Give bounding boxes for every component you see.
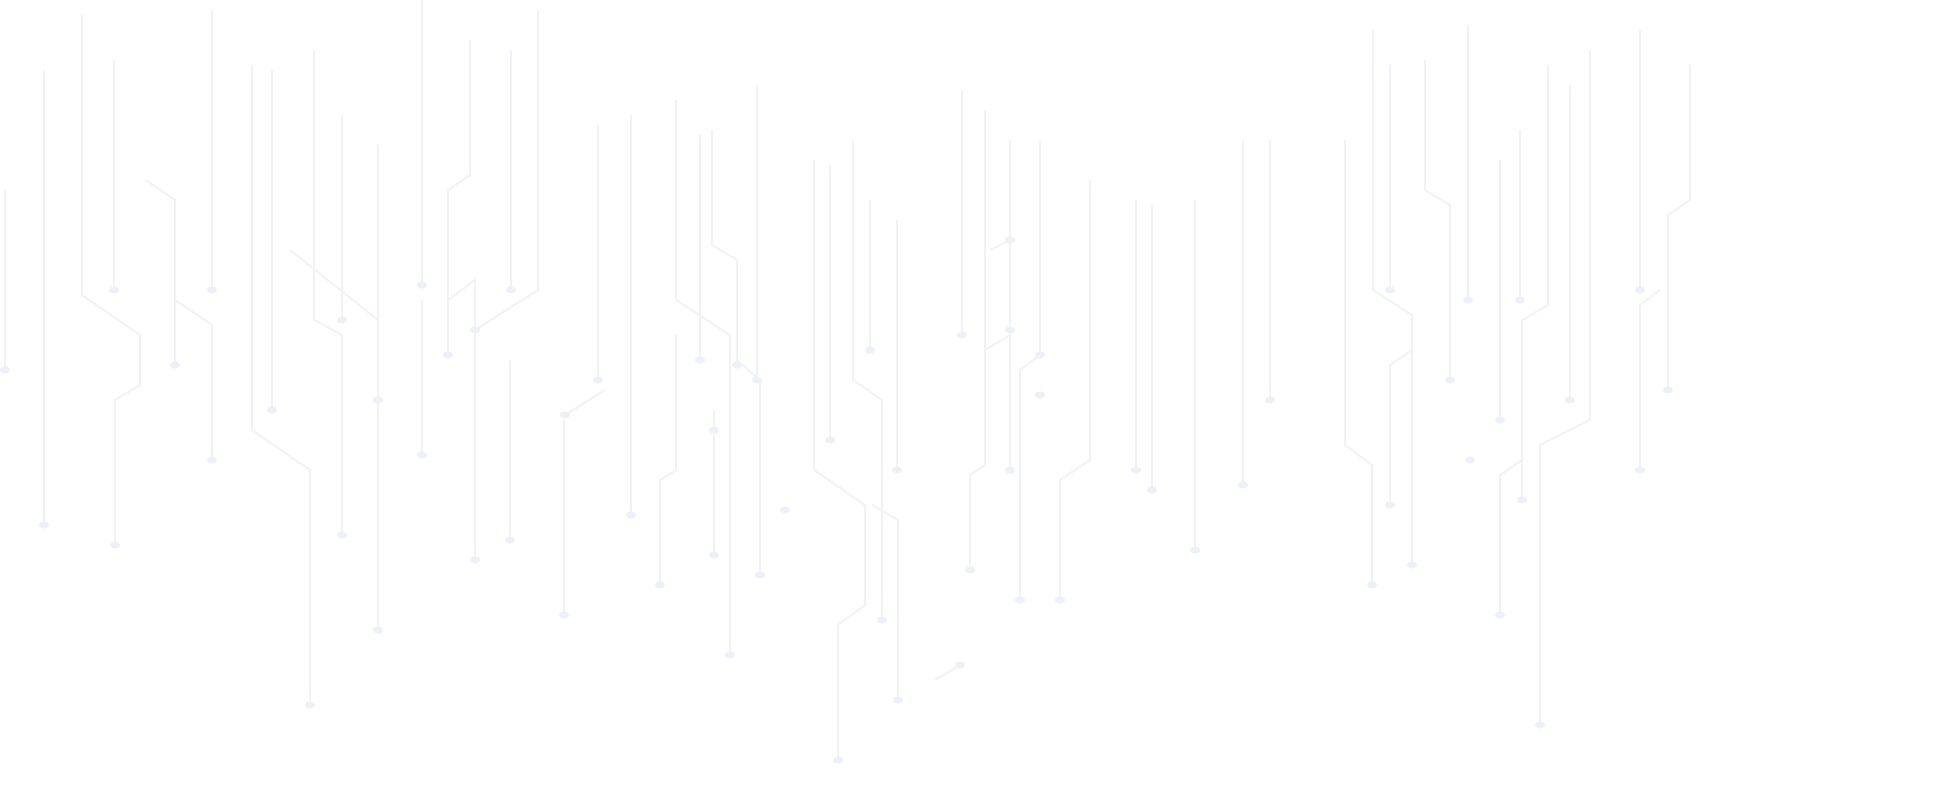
circuit-node xyxy=(470,326,480,334)
circuit-trace xyxy=(969,110,986,570)
circuit-node xyxy=(1495,611,1505,619)
circuit-node xyxy=(892,466,902,474)
circuit-node xyxy=(1463,296,1473,304)
circuit-node xyxy=(1005,326,1015,334)
circuit-node xyxy=(560,411,570,419)
circuit-trace xyxy=(145,179,176,365)
circuit-node xyxy=(1517,496,1527,504)
circuit-node xyxy=(655,581,665,589)
circuit-node xyxy=(417,281,427,289)
circuit-node xyxy=(110,541,120,549)
circuit-node xyxy=(1407,561,1417,569)
circuit-trace xyxy=(1344,140,1373,585)
circuit-trace xyxy=(852,140,883,620)
circuit-node xyxy=(109,286,119,294)
circuit-node xyxy=(1015,596,1025,604)
circuit-node xyxy=(1663,386,1673,394)
circuit-trace xyxy=(1539,50,1591,725)
circuit-node xyxy=(626,511,636,519)
circuit-trace xyxy=(474,10,539,331)
circuit-node xyxy=(1635,286,1645,294)
circuit-node xyxy=(1265,396,1275,404)
circuit-trace xyxy=(174,299,213,460)
circuit-node xyxy=(1565,396,1575,404)
circuit-node xyxy=(506,286,516,294)
circuit-node xyxy=(1635,466,1645,474)
circuit-node xyxy=(877,616,887,624)
circuit-node xyxy=(1385,501,1395,509)
circuit-node xyxy=(755,571,765,579)
circuit-trace xyxy=(1019,354,1041,600)
circuit-node xyxy=(0,366,10,374)
circuit-trace xyxy=(1424,60,1451,380)
circuit-node xyxy=(1131,466,1141,474)
circuit-node xyxy=(695,356,705,364)
circuit-trace xyxy=(1059,180,1091,600)
circuit-node xyxy=(505,536,515,544)
circuit-node xyxy=(725,651,735,659)
circuit-node xyxy=(373,626,383,634)
circuit-node xyxy=(443,351,453,359)
circuit-trace xyxy=(447,278,476,560)
circuit-trace xyxy=(1389,349,1413,505)
circuit-node xyxy=(780,506,790,514)
circuit-trace xyxy=(1499,459,1523,615)
circuit-node xyxy=(39,521,49,529)
circuit-node xyxy=(170,361,180,369)
circuit-trace xyxy=(1639,289,1661,470)
circuit-node xyxy=(1385,286,1395,294)
circuit-node xyxy=(1055,596,1065,604)
circuit-node xyxy=(1005,466,1015,474)
circuit-trace xyxy=(934,664,961,681)
circuit-trace xyxy=(711,130,738,365)
circuit-node xyxy=(709,426,719,434)
circuit-node xyxy=(1445,376,1455,384)
circuit-trace xyxy=(736,359,761,575)
circuit-trace xyxy=(1521,65,1549,500)
circuit-node xyxy=(955,661,965,669)
circuit-node xyxy=(709,551,719,559)
circuit-node xyxy=(1190,546,1200,554)
circuit-trace xyxy=(447,40,471,355)
circuit-node xyxy=(1535,721,1545,729)
circuit-node xyxy=(1238,481,1248,489)
circuit-node xyxy=(207,286,217,294)
circuit-node xyxy=(1367,581,1377,589)
circuit-trace xyxy=(659,335,677,585)
circuit-trace xyxy=(313,50,343,535)
circuit-node xyxy=(833,756,843,764)
circuit-trace xyxy=(564,389,606,416)
circuit-node xyxy=(593,376,603,384)
circuit-node xyxy=(893,696,903,704)
circuit-node xyxy=(267,406,277,414)
circuit-trace xyxy=(675,100,731,655)
circuit-node xyxy=(1515,296,1525,304)
circuit-node xyxy=(559,611,569,619)
circuit-trace xyxy=(1667,65,1691,390)
circuit-node xyxy=(825,436,835,444)
circuit-trace xyxy=(984,333,1011,470)
circuit-node xyxy=(207,456,217,464)
circuit-node xyxy=(865,346,875,354)
circuit-node xyxy=(470,556,480,564)
circuit-node xyxy=(1147,486,1157,494)
circuit-node xyxy=(417,451,427,459)
circuit-trace xyxy=(1372,30,1413,565)
circuit-trace xyxy=(871,504,899,700)
circuit-node xyxy=(965,566,975,574)
circuit-node xyxy=(1035,391,1045,399)
circuit-node xyxy=(1465,456,1475,464)
circuit-node xyxy=(305,701,315,709)
circuit-node xyxy=(957,331,967,339)
circuit-node xyxy=(337,316,347,324)
circuit-trace xyxy=(251,65,311,705)
circuit-node xyxy=(337,531,347,539)
circuit-trace xyxy=(81,15,141,545)
circuit-node xyxy=(1495,416,1505,424)
circuit-trace xyxy=(813,160,866,760)
circuit-trace xyxy=(289,249,379,630)
